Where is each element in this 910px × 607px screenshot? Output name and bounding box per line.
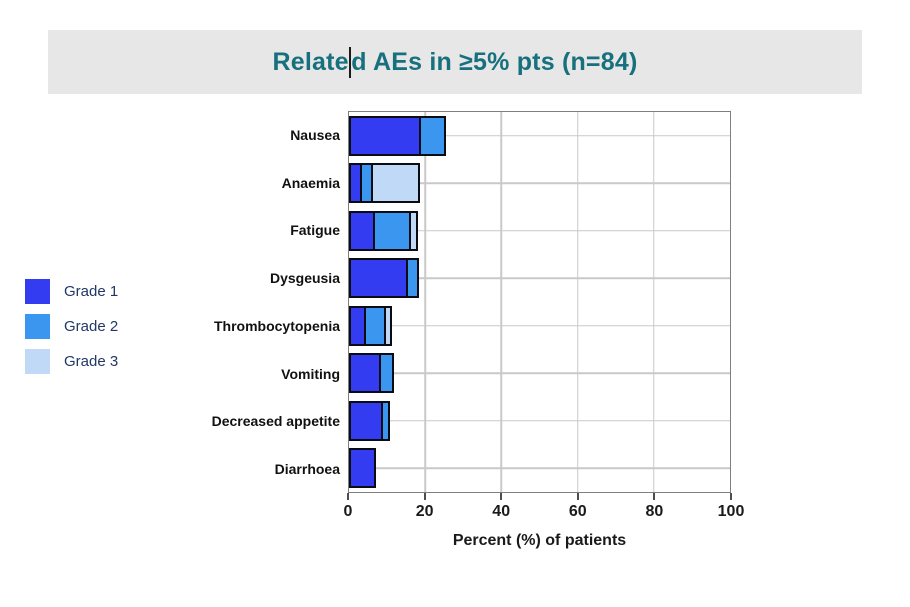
title-text-after-cursor: d AEs in ≥5% pts (n=84) [351, 47, 638, 76]
bar-row [349, 207, 730, 255]
bar-segment [349, 258, 409, 299]
vertical-gridline [500, 112, 503, 492]
legend-swatch [25, 314, 50, 339]
bar-segment [380, 400, 391, 441]
x-tick-label: 60 [568, 503, 587, 520]
page-title[interactable]: Relate d AEs in ≥5% pts (n=84) [272, 46, 638, 78]
bar-segment [405, 258, 419, 299]
category-axis-labels: Nausea Anaemia Fatigue Dysgeusia Thrombocyto… [150, 111, 340, 493]
category-label: Dysgeusia [269, 270, 340, 287]
horizontal-gridline [349, 420, 730, 422]
legend-swatch [25, 279, 50, 304]
title-banner[interactable]: Relate d AEs in ≥5% pts (n=84) [48, 30, 862, 94]
legend-item: Grade 1 [25, 279, 118, 304]
legend-label: Grade 1 [64, 283, 119, 300]
legend-item: Grade 3 [25, 349, 118, 374]
bar-segment [373, 210, 412, 251]
x-tick-mark [730, 493, 732, 500]
bar-row [349, 255, 730, 303]
horizontal-gridline [349, 325, 730, 327]
x-tick-mark [500, 493, 503, 500]
bar-segment [349, 353, 382, 394]
bar-row [349, 350, 730, 398]
horizontal-gridline [349, 467, 730, 469]
bar-segment [349, 400, 384, 441]
horizontal-gridline [349, 372, 730, 374]
bar-segment [408, 210, 419, 251]
category-label: Vomiting [281, 365, 340, 382]
bar-segment [349, 210, 376, 251]
category-label: Nausea [290, 126, 340, 143]
vertical-gridline [653, 112, 655, 492]
x-axis-title: Percent (%) of patients [452, 532, 627, 549]
legend-item: Grade 2 [25, 314, 118, 339]
category-label: Anaemia [281, 174, 340, 191]
horizontal-gridline [349, 277, 730, 279]
x-tick-mark [347, 493, 349, 500]
bar-segment [384, 305, 392, 346]
chart-legend: Grade 1 Grade 2 Grade 3 [25, 279, 118, 374]
plot-area [348, 111, 731, 493]
x-tick-label: 80 [645, 503, 664, 520]
horizontal-gridline [349, 230, 730, 232]
legend-label: Grade 3 [64, 353, 119, 370]
legend-label: Grade 2 [64, 318, 119, 335]
text-cursor [349, 46, 351, 78]
horizontal-gridline [349, 135, 730, 137]
x-tick-label: 40 [492, 503, 511, 520]
x-tick-label: 20 [415, 503, 434, 520]
legend-swatch [25, 349, 50, 374]
bar-row [349, 302, 730, 350]
x-tick-mark [653, 493, 656, 500]
bar-segment [370, 163, 421, 204]
bar-row [349, 160, 730, 208]
bar-segment [363, 305, 387, 346]
x-tick-label: 0 [343, 503, 353, 520]
bar-segment [378, 353, 395, 394]
category-label: Decreased appetite [211, 413, 340, 430]
category-label: Thrombocytopenia [213, 317, 340, 334]
vertical-gridline [576, 112, 579, 492]
title-text-before-cursor: Relate [272, 47, 349, 76]
bar-row [349, 397, 730, 445]
bar-row [349, 445, 730, 493]
x-tick-label: 100 [717, 503, 745, 520]
bar-segment [418, 115, 446, 156]
category-label: Diarrhoea [274, 461, 340, 478]
horizontal-gridline [349, 182, 730, 184]
bar-row [349, 112, 730, 160]
vertical-gridline [424, 112, 426, 492]
bar-segment [349, 115, 422, 156]
x-axis: Percent (%) of patients 0 20 40 60 80 100 [344, 492, 744, 552]
x-tick-mark [576, 493, 579, 500]
bar-segment [349, 448, 376, 489]
x-tick-mark [423, 493, 426, 500]
category-label: Fatigue [290, 222, 340, 239]
